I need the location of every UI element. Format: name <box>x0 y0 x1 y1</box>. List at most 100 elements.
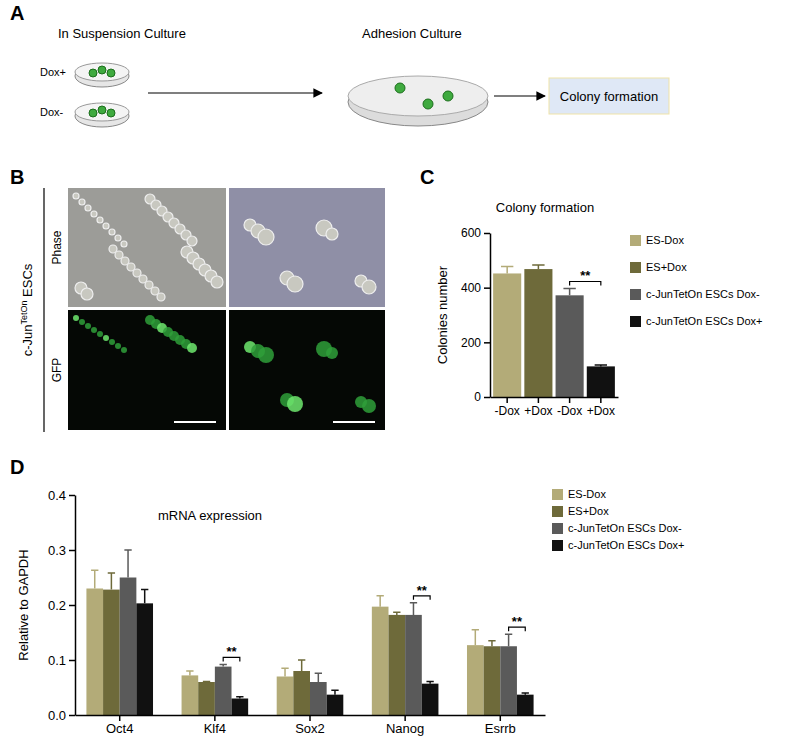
y-tick: 0 <box>474 390 490 404</box>
error-bar <box>124 550 131 578</box>
cell <box>107 69 115 77</box>
cell-outline <box>97 217 103 223</box>
bar <box>103 590 120 715</box>
cell-outline <box>287 276 303 292</box>
y-tick-label: 0.4 <box>48 488 66 503</box>
error-bar <box>281 668 288 676</box>
y-tick-mark <box>484 342 490 344</box>
y-tick: 0.4 <box>48 488 75 503</box>
bar <box>388 615 405 715</box>
x-tick: Oct4 <box>106 715 133 736</box>
cell-fluorescence <box>91 327 97 333</box>
panel-label: B <box>10 166 24 188</box>
cell-fluorescence <box>287 396 303 412</box>
bar <box>277 677 294 716</box>
bar <box>86 589 103 716</box>
chart-title: mRNA expression <box>158 508 262 523</box>
cell-outline <box>73 193 79 199</box>
legend-swatch <box>552 523 563 534</box>
diagram: In Suspension CultureDox+Dox-Adhesion Cu… <box>40 26 669 127</box>
cell-fluorescence <box>362 399 376 413</box>
cell-outline <box>85 205 91 211</box>
cell-fluorescence <box>115 343 121 349</box>
y-tick-label: 0.0 <box>48 708 66 723</box>
legend-label: c-JunTetOn ESCs Dox- <box>646 288 760 300</box>
y-tick-label: 0.2 <box>48 598 66 613</box>
y-tick-label: 600 <box>461 226 481 240</box>
result-text: Colony formation <box>560 89 658 104</box>
y-tick-mark <box>69 660 75 662</box>
legend-label: c-JunTetOn ESCs Dox+ <box>568 539 684 551</box>
y-tick-label: 0.3 <box>48 543 66 558</box>
error-bar <box>331 690 338 694</box>
error-bar <box>472 630 479 645</box>
bracket-line <box>43 188 44 432</box>
y-tick: 0.2 <box>48 598 75 613</box>
significance-label: ** <box>417 583 428 598</box>
step-title: Adhesion Culture <box>362 26 462 41</box>
y-tick-mark <box>484 287 490 289</box>
cell <box>89 69 97 77</box>
significance-label: ** <box>580 268 591 283</box>
legend-swatch <box>630 235 641 246</box>
x-tick-label: Esrrb <box>485 721 516 736</box>
cell-outline <box>258 229 274 245</box>
x-tick-mark <box>600 397 602 403</box>
dish-rim <box>75 63 129 81</box>
y-tick-label: 0 <box>474 390 481 404</box>
micrograph <box>229 188 385 307</box>
x-tick-mark <box>506 397 508 403</box>
cell-fluorescence <box>97 331 103 337</box>
x-tick-label: -Dox <box>494 404 519 418</box>
cell <box>98 106 106 114</box>
cell-outline <box>362 280 376 294</box>
scale-bar <box>333 421 375 423</box>
dish-rim <box>348 76 488 116</box>
y-axis-line <box>490 234 492 398</box>
error-bar <box>410 603 417 615</box>
row-title: c-JunTetOn ESCs <box>19 263 35 356</box>
bar <box>556 295 584 397</box>
panel-label: C <box>420 166 434 188</box>
bar <box>327 695 344 715</box>
cell <box>443 91 453 101</box>
legend-label: ES-Dox <box>646 234 684 246</box>
x-tick: -Dox <box>494 397 519 418</box>
row-title-sup: TetOn <box>19 301 29 325</box>
bar <box>120 578 137 716</box>
legend-label: ES-Dox <box>568 488 606 500</box>
x-axis-line <box>491 397 619 399</box>
cell <box>107 109 115 117</box>
micrograph <box>229 310 385 430</box>
bar <box>215 667 232 715</box>
arrow <box>148 92 322 93</box>
y-tick: 0.0 <box>48 708 75 723</box>
significance-label: ** <box>512 614 523 629</box>
bar <box>467 645 484 715</box>
legend-swatch <box>552 506 563 517</box>
micrograph <box>68 310 226 430</box>
micrograph <box>68 188 226 307</box>
x-tick-label: Klf4 <box>204 721 226 736</box>
cell-fluorescence <box>109 339 115 345</box>
y-tick: 400 <box>461 281 490 295</box>
error-bar <box>108 573 115 590</box>
error-bar <box>236 697 243 699</box>
x-tick-mark <box>500 715 502 721</box>
error-bar <box>595 365 607 366</box>
row-title-part: c-Jun <box>20 325 35 357</box>
cell-outline <box>109 229 115 235</box>
dish-label: Dox+ <box>40 66 66 78</box>
y-tick-mark <box>69 715 75 717</box>
y-axis-title: Colonies number <box>435 265 450 364</box>
cell-fluorescence <box>121 347 127 353</box>
error-bar <box>186 671 193 675</box>
y-tick-mark <box>484 397 490 399</box>
error-bar <box>426 681 433 683</box>
cell-outline <box>115 235 121 241</box>
y-axis-title: Relative to GAPDH <box>16 549 31 660</box>
x-tick: Nanog <box>386 715 424 736</box>
legend-label: c-JunTetOn ESCs Dox- <box>568 522 682 534</box>
chart-title: Colony formation <box>496 200 594 215</box>
bar <box>182 675 199 715</box>
